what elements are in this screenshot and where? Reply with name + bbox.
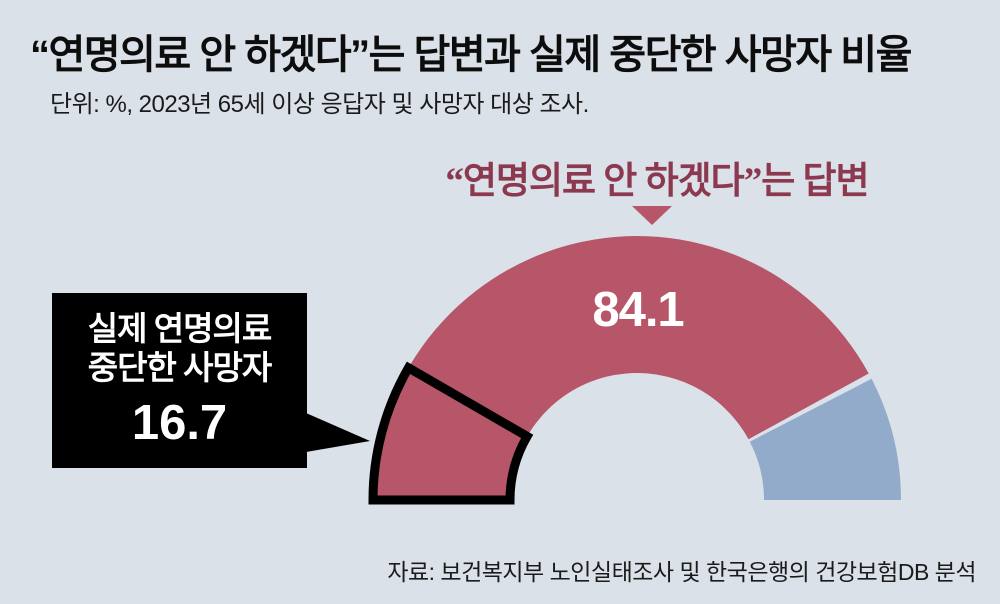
callout-value: 16.7 [131,396,228,450]
gauge-highlight-outline [368,361,534,505]
callout-line2: 중단한 사망자 [87,351,272,387]
callout-line1: 실제 연명의료 [87,312,272,348]
gauge-segment-remainder [749,378,902,500]
page-title: “연명의료 안 하겠다”는 답변과 실제 중단한 사망자 비율 [30,33,912,77]
gauge-segment-answer [373,236,869,500]
gauge-value-label: 84.1 [592,283,684,337]
callout-box: 실제 연명의료 중단한 사망자 16.7 [52,293,307,468]
callout-pointer [306,413,370,452]
down-triangle-icon [632,206,672,225]
gauge-label: “연명의료 안 하겠다”는 답변 [437,150,877,204]
gauge-label-text: “연명의료 안 하겠다”는 답변 [445,161,869,202]
source-note: 자료: 보건복지부 노인실태조사 및 한국은행의 건강보험DB 분석 [387,559,976,585]
page-subtitle: 단위: %, 2023년 65세 이상 응답자 및 사망자 대상 조사. [50,91,589,118]
